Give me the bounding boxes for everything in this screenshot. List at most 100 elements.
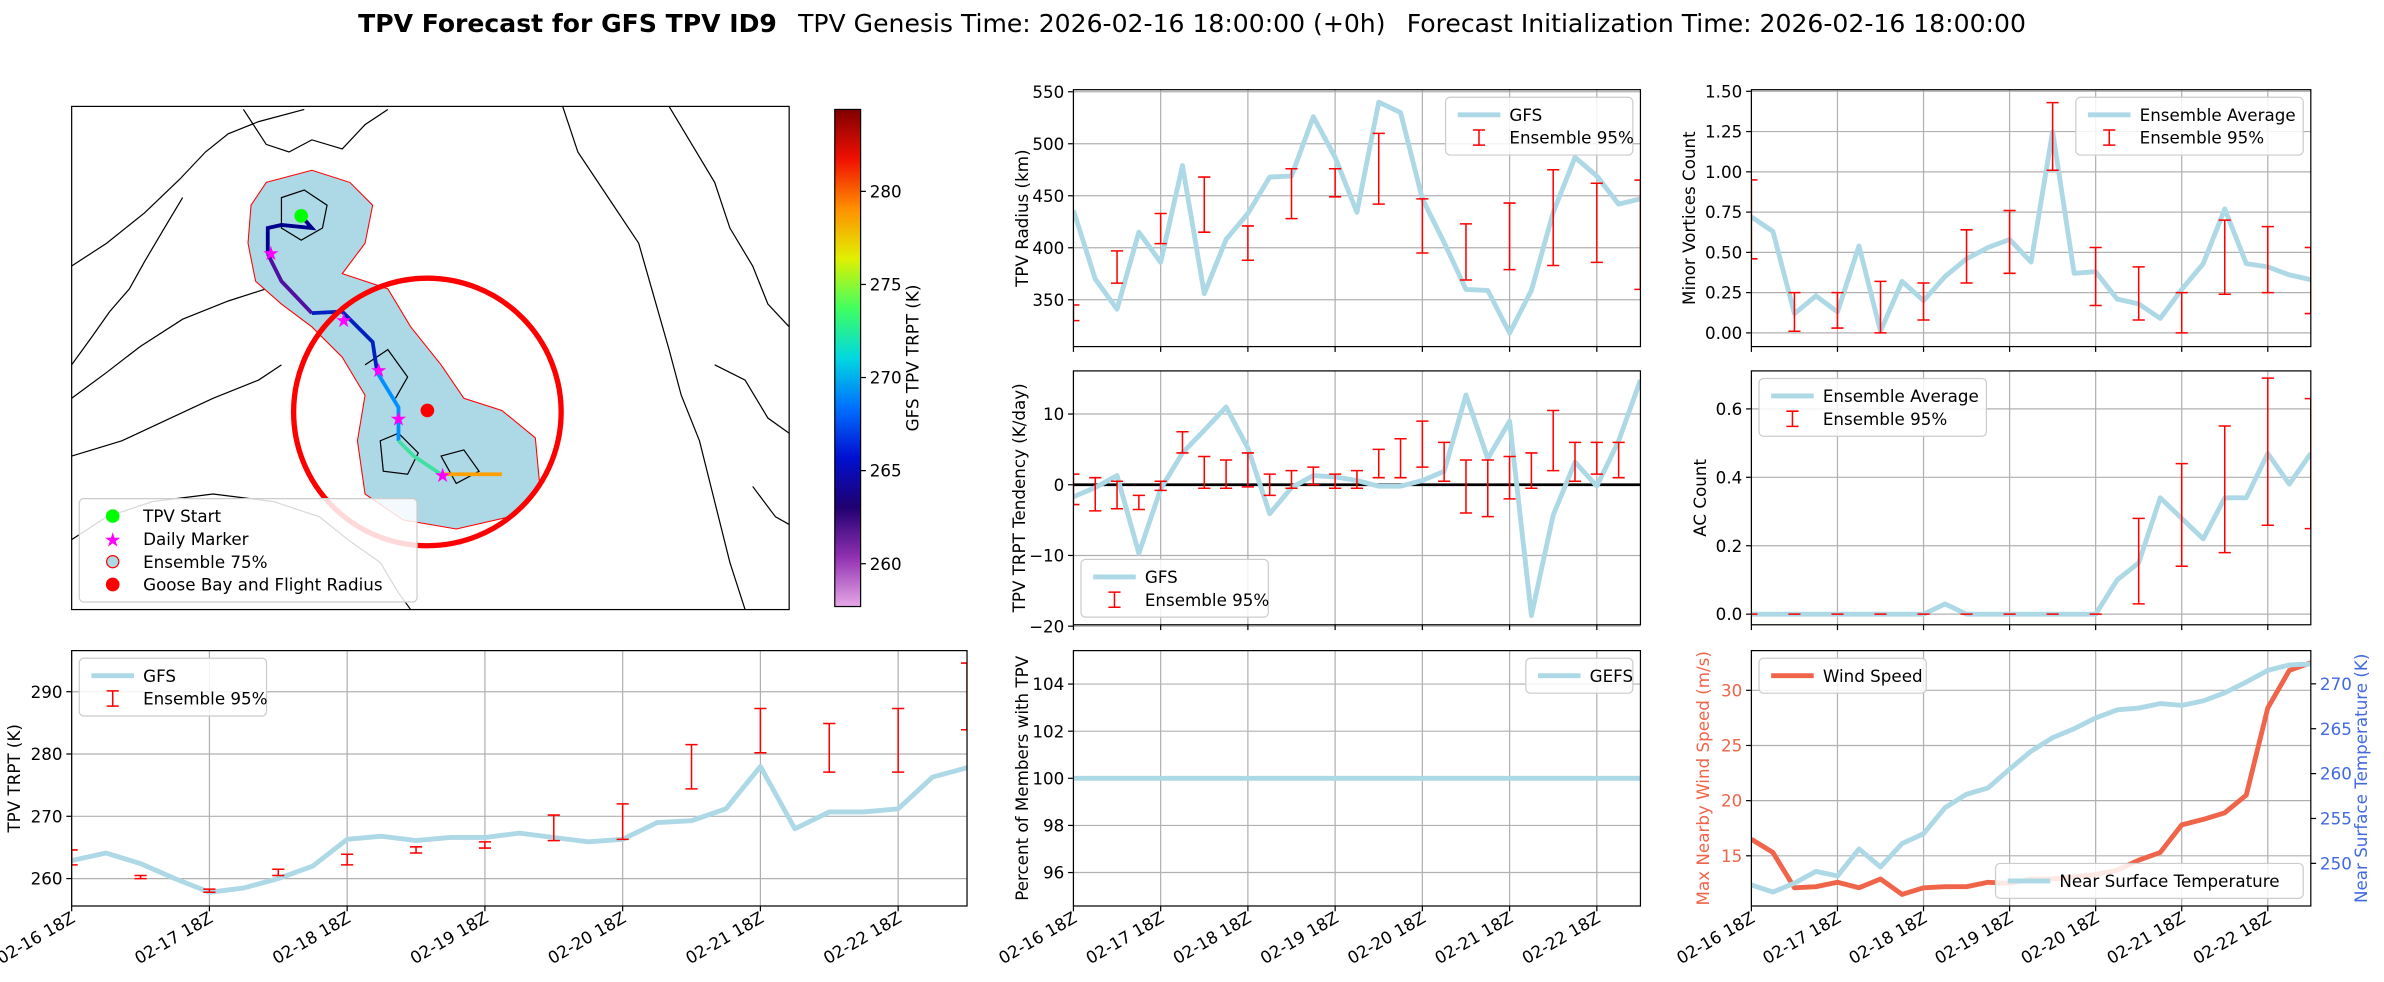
- colorbar-tick-label: 265: [870, 461, 902, 481]
- error-bar: [2218, 425, 2231, 554]
- y2-tick-label: 270: [2320, 674, 2352, 694]
- legend-label: Ensemble 95%: [1509, 128, 1633, 148]
- error-bar: [1110, 480, 1124, 510]
- error-bar: [1198, 176, 1211, 233]
- error-bar: [823, 722, 836, 773]
- legend-label: GEFS: [1590, 666, 1633, 686]
- x-tick-label: 02-20 18Z: [1344, 907, 1429, 968]
- error-bar: [1438, 441, 1451, 482]
- legend: GEFS: [1525, 657, 1634, 694]
- y-tick-label: 0.0: [1716, 604, 1743, 624]
- error-bar: [2304, 397, 2311, 530]
- error-bar: [1089, 476, 1102, 512]
- daily-marker: ★: [262, 242, 280, 265]
- x-tick-label: 02-22 18Z: [1518, 907, 1603, 968]
- legend-label: Ensemble 95%: [1823, 409, 1947, 429]
- error-bar: [1612, 441, 1625, 479]
- legend-box: [78, 497, 418, 603]
- error-bar: [1416, 198, 1429, 254]
- series-line: [1751, 661, 2311, 895]
- y2-tick-label: 250: [2320, 853, 2352, 873]
- y-tick-label: 500: [1032, 134, 1064, 154]
- y-tick-label: 290: [31, 682, 63, 702]
- error-bar: [1503, 455, 1516, 500]
- y-tick-label: −10: [1029, 546, 1064, 566]
- legend-label: Ensemble 95%: [2140, 128, 2264, 148]
- y-tick-label: 0.75: [1705, 202, 1742, 222]
- coastline: [71, 108, 389, 399]
- plot-frame: [1072, 89, 1642, 348]
- init-time: Forecast Initialization Time: 2026-02-16…: [1407, 9, 2026, 38]
- legend: TPV Start ★ Daily Marker Ensemble 75% Goose …: [78, 497, 418, 603]
- title: TPV Forecast for GFS TPV ID9: [358, 9, 777, 38]
- legend: GFS Ensemble 95%: [1444, 96, 1634, 156]
- legend-label: Ensemble 95%: [143, 689, 267, 709]
- y2-axis-label: Near Surface Temperature (K): [2351, 654, 2371, 903]
- error-bar: [616, 803, 629, 841]
- x-tick-label: 02-18 18Z: [1845, 907, 1930, 968]
- track: [265, 214, 317, 254]
- y-tick-label: 1.25: [1705, 122, 1742, 142]
- daily-marker: ★: [335, 309, 353, 332]
- y-tick-label: 270: [31, 806, 63, 826]
- error-bar: [685, 743, 698, 790]
- error-bar: [960, 662, 968, 731]
- error-bar: [134, 874, 147, 880]
- error-bar: [1634, 179, 1641, 291]
- series-layer: [1073, 379, 1641, 619]
- legend-label: GFS: [143, 666, 176, 686]
- error-bar: [1416, 420, 1429, 468]
- x-tick-label: 02-17 18Z: [1759, 907, 1844, 968]
- y-tick-label: 25: [1721, 736, 1742, 756]
- y-tick-label: 96: [1043, 863, 1064, 883]
- y-tick-label: 1.00: [1705, 162, 1742, 182]
- error-bar: [1307, 466, 1320, 486]
- legend-marker: [106, 554, 120, 569]
- error-bar: [272, 868, 285, 877]
- error-bar: [892, 707, 905, 773]
- error-bar: [2132, 517, 2145, 605]
- error-bar: [1154, 480, 1167, 492]
- colorbar-tick-label: 280: [870, 181, 902, 201]
- flight-radius: [290, 275, 564, 549]
- error-bar: [1132, 494, 1145, 511]
- error-bar: [1350, 469, 1364, 490]
- series-line: [71, 764, 968, 895]
- coastline: [280, 189, 480, 485]
- error-bar: [1590, 441, 1603, 475]
- figure-title: TPV Forecast for GFS TPV ID9 TPV Genesis …: [358, 9, 2026, 38]
- series-layer: [1751, 101, 2311, 334]
- legend-marker: ★: [104, 528, 122, 551]
- series-layer: [1751, 377, 2311, 617]
- y-axis-label: TPV TRPT Tendency (K/day): [1009, 383, 1029, 613]
- series-line: [1751, 129, 2311, 334]
- x-tick-label: 02-21 18Z: [1431, 907, 1516, 968]
- daily-marker: ★: [370, 359, 388, 382]
- legend-label: Goose Bay and Flight Radius: [143, 575, 382, 595]
- x-tick-label: 02-17 18Z: [1082, 907, 1167, 968]
- error-bar: [2132, 266, 2145, 321]
- colorbar-scale: [834, 108, 862, 608]
- error-bar: [1329, 167, 1342, 198]
- y-tick-label: 450: [1032, 186, 1064, 206]
- legend: GFS Ensemble 95%: [1080, 558, 1269, 618]
- plot-frame: [1072, 370, 1642, 626]
- error-bar: [547, 814, 560, 842]
- y-tick-label: 0.50: [1705, 242, 1742, 262]
- legend-box: [1994, 862, 2304, 900]
- y-tick-label: 98: [1043, 816, 1064, 836]
- legend-marker: [1472, 129, 1486, 146]
- error-bar: [1547, 169, 1560, 267]
- colorbar-tick-label: 275: [870, 275, 902, 295]
- error-bar: [1525, 452, 1538, 490]
- y-axis-label: Percent of Members with TPV: [1012, 655, 1032, 901]
- error-bar: [1285, 469, 1298, 490]
- y-axis-label: TPV TRPT (K): [4, 724, 24, 834]
- error-bar: [478, 841, 491, 849]
- legend-marker: [105, 509, 120, 523]
- track: [266, 253, 314, 315]
- y-tick-label: 550: [1032, 82, 1064, 102]
- error-bar: [1285, 167, 1298, 220]
- legend-label: Wind Speed: [1823, 666, 1923, 686]
